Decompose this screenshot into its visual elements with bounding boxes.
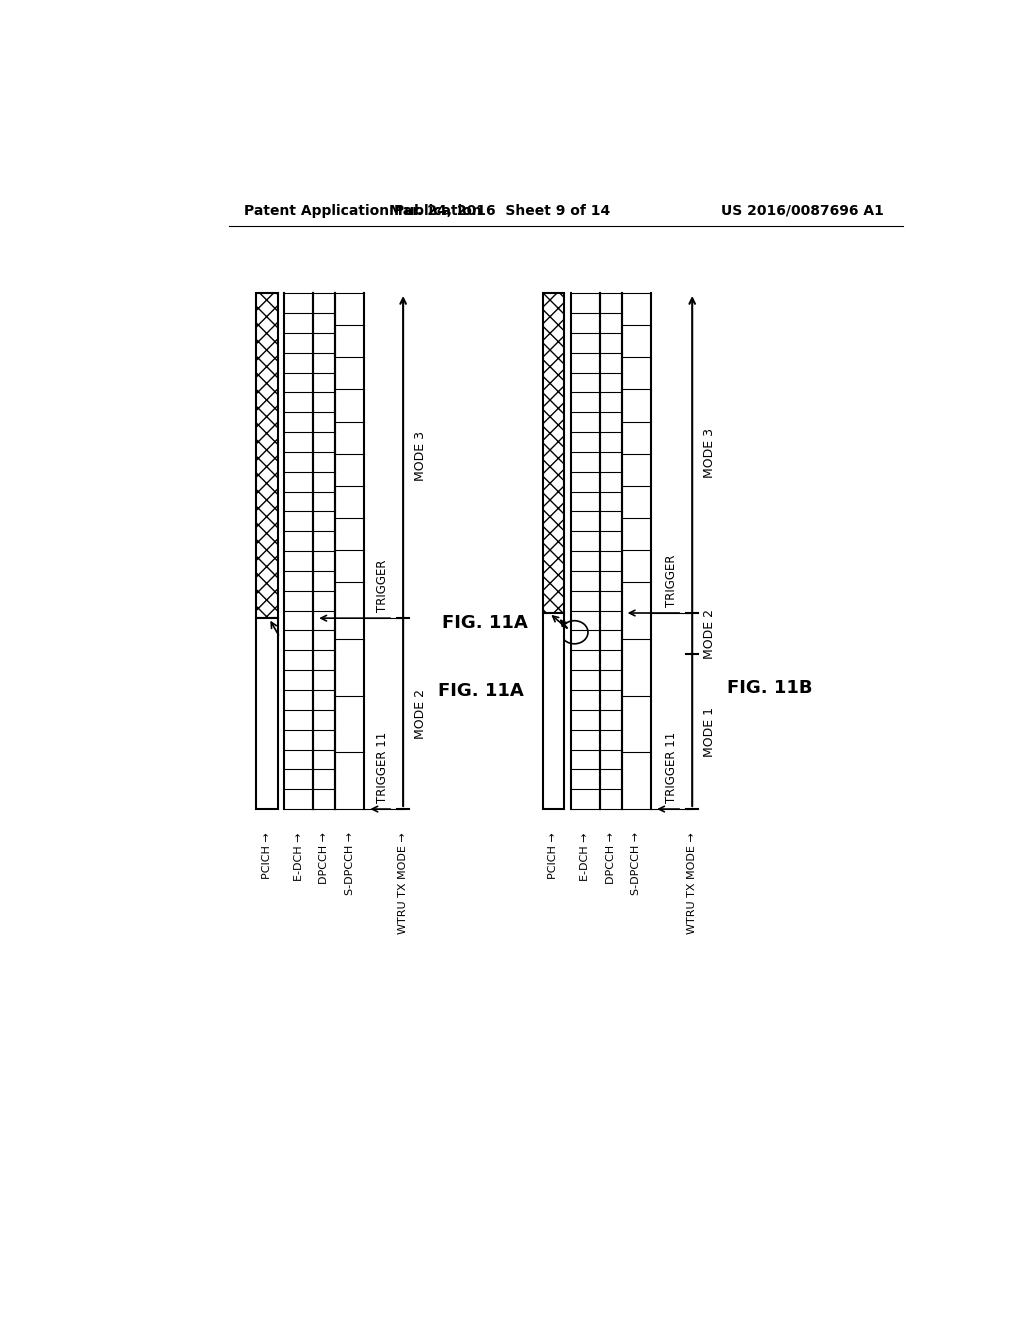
Bar [256, 293, 278, 618]
Text: WTRU TX MODE →: WTRU TX MODE → [687, 832, 697, 935]
Text: MODE 1: MODE 1 [703, 706, 716, 756]
Text: MODE 3: MODE 3 [414, 430, 427, 480]
Text: US 2016/0087696 A1: US 2016/0087696 A1 [721, 203, 884, 218]
Text: TRIGGER 11: TRIGGER 11 [376, 731, 389, 803]
Text: TRIGGER 11: TRIGGER 11 [666, 731, 678, 803]
Bar [543, 293, 564, 612]
Text: PCICH →: PCICH → [549, 832, 558, 879]
Text: PCICH →: PCICH → [262, 832, 271, 879]
Text: WTRU TX MODE →: WTRU TX MODE → [398, 832, 409, 935]
Text: S-DPCCH →: S-DPCCH → [632, 832, 641, 895]
Text: E-DCH →: E-DCH → [294, 832, 303, 880]
Text: Patent Application Publication: Patent Application Publication [245, 203, 482, 218]
Text: TRIGGER: TRIGGER [666, 554, 678, 607]
Text: TRIGGER: TRIGGER [376, 560, 389, 612]
Text: S-DPCCH →: S-DPCCH → [345, 832, 354, 895]
Text: Mar. 24, 2016  Sheet 9 of 14: Mar. 24, 2016 Sheet 9 of 14 [389, 203, 610, 218]
Text: FIG. 11A: FIG. 11A [442, 614, 527, 632]
Text: MODE 3: MODE 3 [703, 428, 716, 478]
Text: FIG. 11B: FIG. 11B [727, 678, 813, 697]
Text: MODE 2: MODE 2 [703, 609, 716, 659]
Text: E-DCH →: E-DCH → [581, 832, 590, 880]
Bar [256, 618, 278, 809]
Text: MODE 2: MODE 2 [414, 689, 427, 739]
Text: DPCCH →: DPCCH → [319, 832, 329, 884]
Text: FIG. 11A: FIG. 11A [438, 681, 523, 700]
Text: DPCCH →: DPCCH → [606, 832, 615, 884]
Bar [543, 612, 564, 809]
